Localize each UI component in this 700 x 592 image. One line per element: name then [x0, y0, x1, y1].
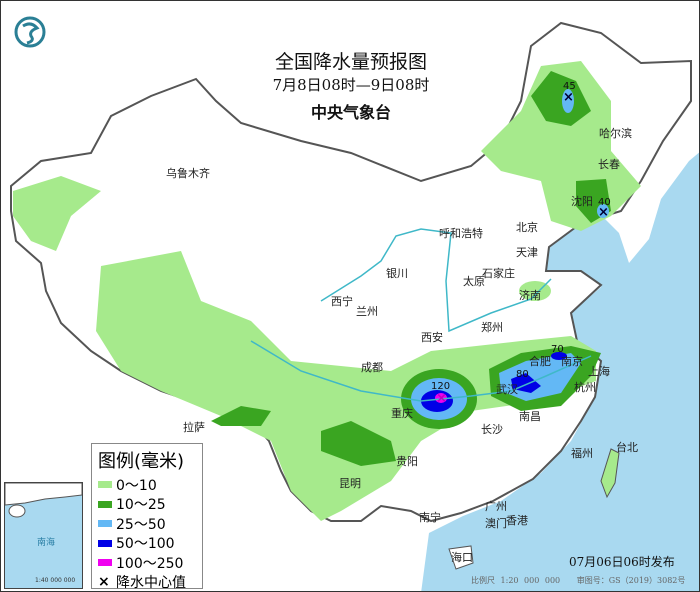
city-label: 天津 [516, 246, 538, 259]
rain-center-icon: × [598, 205, 609, 220]
city-label: 太原 [463, 275, 485, 288]
legend-item: × 降水中心值 [98, 573, 196, 592]
city-label: 重庆 [391, 407, 413, 420]
scale-and-approval: 比例尺 1:20 000 000 审图号：GS（2019）3082号 [471, 575, 685, 586]
bohai-sea [546, 229, 579, 269]
city-label: 沈阳 [571, 195, 593, 208]
city-label: 合肥 [529, 355, 551, 368]
forecast-period: 7月8日08时—9日08时 [272, 76, 430, 94]
inset-sea-label: 南海 [37, 538, 56, 548]
city-label: 郑州 [481, 321, 503, 334]
rain-center-value: 80 [516, 369, 529, 380]
city-label: 香港 [506, 514, 528, 527]
city-label: 武汉 [496, 383, 518, 396]
city-label: 杭州 [574, 381, 596, 394]
rain-center-value: 70 [551, 344, 564, 355]
legend-label: 降水中心值 [116, 575, 186, 592]
legend-swatch [98, 481, 112, 489]
city-label: 上海 [588, 365, 610, 378]
south-china-sea-inset: 南海 1:40 000 000 [4, 482, 83, 589]
legend-item: 10～25 [98, 495, 196, 515]
cross-icon: × [98, 574, 110, 591]
legend-swatch [98, 539, 112, 547]
city-label: 澳门 [485, 517, 507, 530]
city-label: 兰州 [356, 305, 378, 318]
legend-label: 50～100 [116, 536, 175, 553]
cma-logo-icon [14, 16, 46, 48]
legend-swatch [98, 520, 112, 528]
city-label: 广州 [485, 500, 507, 513]
city-label: 呼和浩特 [439, 227, 483, 240]
rivers [250, 228, 592, 402]
legend: 图例(毫米) 0～10 10～25 25～50 50～100 100～250 ×… [91, 443, 203, 592]
sea [421, 152, 699, 591]
rain-center-icon: × [436, 391, 447, 406]
city-label: 昆明 [339, 477, 361, 490]
scale-text: 比例尺 1:20 000 000 [471, 576, 561, 585]
city-label: 贵阳 [396, 455, 418, 468]
city-label: 西安 [421, 331, 443, 344]
hainan [448, 545, 474, 570]
inset-map [5, 483, 82, 518]
city-label: 北京 [516, 221, 538, 234]
map-title: 全国降水量预报图 [274, 51, 427, 73]
yellow-river [320, 228, 552, 333]
agency-name: 中央气象台 [310, 103, 391, 122]
legend-item: 0～10 [98, 475, 196, 495]
city-label: 西宁 [331, 295, 353, 308]
legend-label: 10～25 [116, 497, 166, 514]
city-label: 台北 [616, 441, 638, 454]
legend-label: 25～50 [116, 516, 166, 533]
city-label: 海口 [451, 551, 473, 564]
rain-center-icon: × [563, 90, 574, 105]
rain-center-value: 40 [598, 197, 611, 208]
issue-time: 07月06日06时发布 [569, 555, 675, 569]
city-label: 拉萨 [183, 421, 205, 434]
city-label: 银川 [386, 267, 408, 280]
city-label: 南昌 [519, 410, 541, 423]
rain-100-250 [435, 393, 447, 403]
rain-center-value: 120 [431, 381, 451, 392]
legend-item: 25～50 [98, 514, 196, 534]
rain-center-value: 45 [563, 81, 576, 92]
legend-title: 图例(毫米) [98, 451, 185, 472]
legend-label: 100～250 [116, 555, 184, 572]
legend-item: 100～250 [98, 553, 196, 573]
city-label: 济南 [519, 289, 541, 302]
city-label: 哈尔滨 [599, 127, 632, 140]
legend-swatch [98, 500, 112, 508]
city-label: 长沙 [481, 423, 503, 436]
approval-number: 审图号：GS（2019）3082号 [576, 576, 686, 585]
city-label: 南京 [561, 355, 583, 368]
yangtze-river [250, 340, 592, 402]
city-label: 福州 [571, 447, 593, 460]
legend-item: 50～100 [98, 534, 196, 554]
city-label: 石家庄 [482, 267, 515, 280]
city-label: 乌鲁木齐 [166, 167, 210, 180]
legend-swatch [98, 559, 112, 567]
taiwan [600, 448, 620, 499]
city-label: 南宁 [419, 511, 441, 524]
city-label: 长春 [598, 158, 620, 171]
legend-label: 0～10 [116, 477, 157, 494]
inset-scale: 1:40 000 000 [35, 577, 76, 584]
city-label: 成都 [361, 361, 383, 374]
